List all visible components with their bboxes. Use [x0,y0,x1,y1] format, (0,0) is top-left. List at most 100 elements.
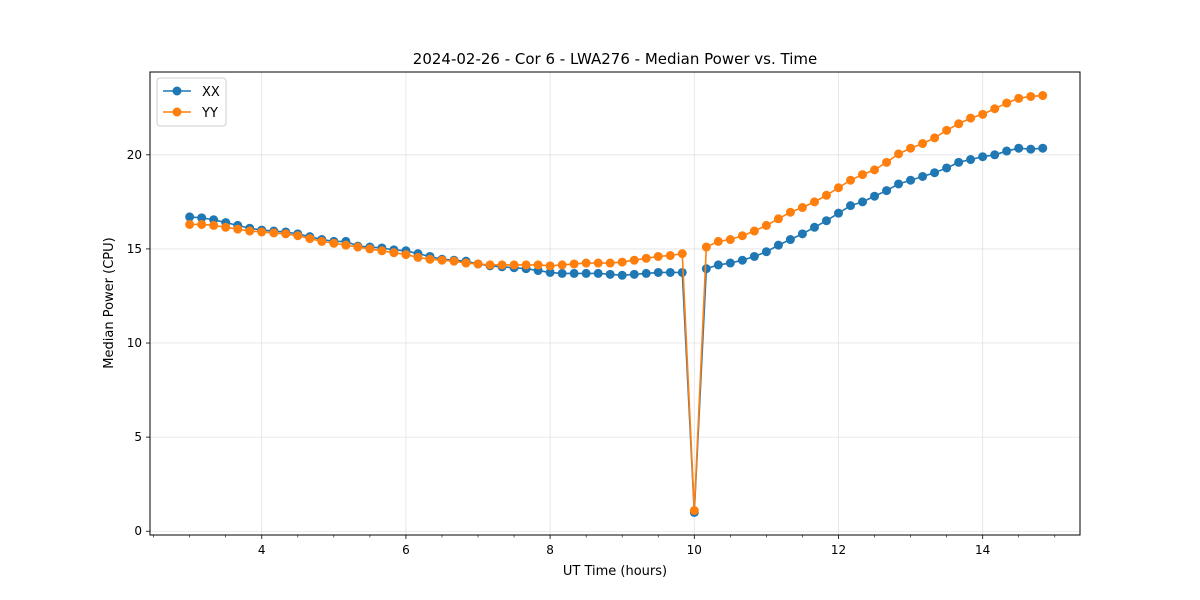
data-point-yy [1014,93,1024,103]
data-point-yy [689,506,699,516]
legend-marker-yy [172,107,182,117]
data-point-xx [942,163,952,173]
data-point-xx [569,268,579,278]
data-point-xx [1014,143,1024,153]
data-point-xx [593,268,603,278]
y-axis-label: Median Power (CPU) [102,237,117,368]
data-point-yy [437,255,447,265]
data-point-yy [209,220,219,230]
data-point-yy [942,125,952,135]
data-point-yy [401,250,411,260]
data-point-yy [918,139,928,149]
x-axis-label: UT Time (hours) [563,564,667,579]
x-tick-label: 4 [258,543,266,557]
data-point-yy [870,165,880,175]
data-point-yy [449,256,459,266]
data-point-xx [557,268,567,278]
y-tick-label: 15 [127,242,142,256]
data-point-yy [581,258,591,268]
data-point-yy [293,231,303,241]
data-point-yy [305,234,315,244]
legend: XX YY [156,77,227,127]
data-point-xx [749,251,759,261]
data-point-xx [833,208,843,218]
data-point-yy [509,260,519,270]
data-point-yy [485,260,495,270]
y-tick-label: 10 [127,336,142,350]
data-point-xx [809,222,819,232]
data-point-yy [185,219,195,229]
data-point-yy [1026,91,1036,101]
y-tick-label: 0 [134,524,142,538]
data-point-xx [677,267,687,277]
data-point-yy [773,214,783,224]
plot-series [185,91,1048,517]
x-tick-label: 12 [831,543,846,557]
data-point-yy [245,226,255,236]
data-point-xx [858,197,867,207]
data-point-xx [581,268,591,278]
data-point-yy [521,260,531,270]
data-point-yy [233,224,243,234]
data-point-yy [461,258,471,268]
data-point-yy [749,226,759,236]
x-tick-label: 8 [546,543,554,557]
data-point-yy [833,183,843,193]
data-point-yy [569,259,579,269]
data-point-xx [821,216,831,226]
data-point-xx [954,157,964,167]
legend-label-yy: YY [201,106,218,121]
y-tick-label: 5 [134,430,142,444]
data-point-yy [701,242,711,252]
data-point-yy [413,252,423,262]
data-point-yy [785,207,795,217]
data-point-xx [617,270,627,280]
legend-label-xx: XX [202,85,220,100]
data-point-yy [725,235,735,245]
data-point-yy [978,109,988,119]
data-point-yy [665,251,675,261]
legend-marker-xx [172,86,182,96]
data-point-xx [773,240,783,250]
data-point-xx [1002,146,1012,156]
data-point-xx [761,247,771,257]
data-point-yy [713,236,723,246]
data-point-yy [317,236,327,246]
data-point-xx [785,235,795,245]
data-point-yy [353,242,363,252]
data-point-yy [809,197,819,207]
data-point-yy [677,249,687,259]
data-point-xx [665,267,675,277]
data-point-yy [377,246,387,256]
data-point-yy [990,104,1000,114]
data-point-yy [593,258,603,268]
data-point-xx [990,150,1000,160]
data-point-xx [545,267,555,277]
plot-area-frame [149,71,1081,536]
data-point-xx [870,191,880,201]
data-point-yy [797,203,807,213]
axes: 4 6 8 10 12 14 0 5 10 15 20 [127,148,1056,557]
data-point-yy [821,190,831,200]
data-point-yy [761,220,771,230]
data-point-yy [533,260,543,270]
data-point-xx [930,168,940,178]
data-point-xx [797,229,807,239]
data-point-yy [1038,91,1048,101]
data-point-yy [269,228,279,238]
data-point-yy [894,149,904,159]
data-point-xx [882,186,892,196]
data-point-yy [930,133,940,143]
data-point-xx [713,260,723,270]
x-tick-label: 14 [975,543,990,557]
data-point-xx [725,258,735,268]
data-point-yy [846,175,856,185]
data-point-yy [365,244,375,254]
data-point-xx [846,201,856,211]
data-point-yy [653,251,663,261]
data-point-yy [617,257,627,267]
data-point-yy [257,227,267,237]
gridlines [150,72,1080,535]
data-point-yy [858,170,867,180]
